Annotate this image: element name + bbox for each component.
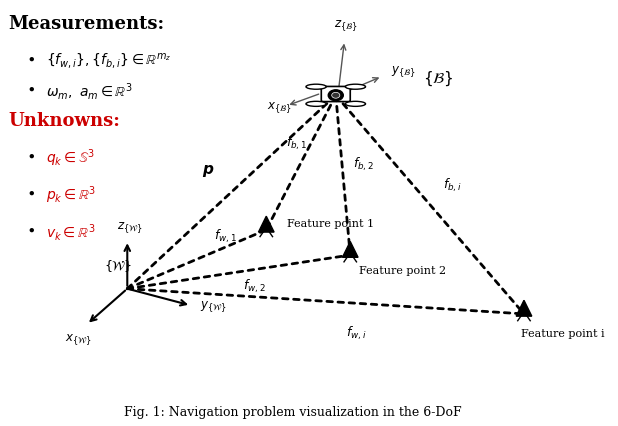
Ellipse shape bbox=[306, 101, 326, 106]
Text: $f_{b,1}$: $f_{b,1}$ bbox=[286, 135, 308, 153]
Text: $f_{w,i}$: $f_{w,i}$ bbox=[346, 324, 366, 342]
Text: $f_{w,2}$: $f_{w,2}$ bbox=[243, 278, 266, 295]
Text: $\bullet$: $\bullet$ bbox=[26, 148, 35, 163]
Text: $\bullet$: $\bullet$ bbox=[26, 185, 35, 200]
Text: $\bullet$: $\bullet$ bbox=[26, 51, 35, 66]
Text: $x_{\{\mathcal{W}\}}$: $x_{\{\mathcal{W}\}}$ bbox=[65, 333, 91, 348]
Ellipse shape bbox=[345, 101, 366, 106]
Text: Feature point 1: Feature point 1 bbox=[287, 219, 374, 228]
Text: $f_{w,1}$: $f_{w,1}$ bbox=[214, 227, 237, 245]
Polygon shape bbox=[258, 216, 274, 232]
Text: Fig. 1: Navigation problem visualization in the 6-DoF: Fig. 1: Navigation problem visualization… bbox=[124, 406, 461, 419]
Text: $y_{\{\mathcal{B}\}}$: $y_{\{\mathcal{B}\}}$ bbox=[391, 64, 415, 80]
Text: $\boldsymbol{p}$: $\boldsymbol{p}$ bbox=[202, 163, 214, 179]
Circle shape bbox=[328, 90, 343, 101]
Text: Feature point 2: Feature point 2 bbox=[359, 265, 446, 276]
Text: Unknowns:: Unknowns: bbox=[9, 112, 121, 130]
Text: $x_{\{\mathcal{B}\}}$: $x_{\{\mathcal{B}\}}$ bbox=[266, 100, 291, 115]
Text: $p_k \in \mathbb{R}^3$: $p_k \in \mathbb{R}^3$ bbox=[46, 185, 96, 207]
Text: $\{\mathcal{B}\}$: $\{\mathcal{B}\}$ bbox=[423, 69, 453, 88]
Ellipse shape bbox=[306, 84, 326, 89]
Polygon shape bbox=[516, 300, 532, 316]
Text: $\bullet$: $\bullet$ bbox=[26, 81, 35, 95]
Text: $z_{\{\mathcal{W}\}}$: $z_{\{\mathcal{W}\}}$ bbox=[117, 221, 143, 236]
Polygon shape bbox=[342, 242, 358, 257]
Text: $q_k \in \mathbb{S}^3$: $q_k \in \mathbb{S}^3$ bbox=[46, 148, 95, 170]
Text: $f_{b,i}$: $f_{b,i}$ bbox=[443, 177, 462, 194]
Text: $\bullet$: $\bullet$ bbox=[26, 222, 35, 237]
Text: $z_{\{\mathcal{B}\}}$: $z_{\{\mathcal{B}\}}$ bbox=[334, 19, 358, 35]
Text: Measurements:: Measurements: bbox=[9, 15, 164, 33]
Text: $\{f_{w,i}\}, \{f_{b,i}\} \in \mathbb{R}^{m_z}$: $\{f_{w,i}\}, \{f_{b,i}\} \in \mathbb{R}… bbox=[46, 51, 172, 70]
Text: Feature point i: Feature point i bbox=[521, 328, 604, 339]
FancyBboxPatch shape bbox=[321, 86, 350, 101]
Text: $f_{b,2}$: $f_{b,2}$ bbox=[353, 156, 374, 173]
Text: $\omega_m,\ a_m \in \mathbb{R}^3$: $\omega_m,\ a_m \in \mathbb{R}^3$ bbox=[46, 81, 133, 101]
Text: $y_{\{\mathcal{W}\}}$: $y_{\{\mathcal{W}\}}$ bbox=[200, 300, 226, 315]
Circle shape bbox=[332, 92, 340, 98]
Text: $\{\mathcal{W}\}$: $\{\mathcal{W}\}$ bbox=[104, 258, 132, 274]
Ellipse shape bbox=[345, 84, 366, 89]
Text: $v_k \in \mathbb{R}^3$: $v_k \in \mathbb{R}^3$ bbox=[46, 222, 96, 243]
